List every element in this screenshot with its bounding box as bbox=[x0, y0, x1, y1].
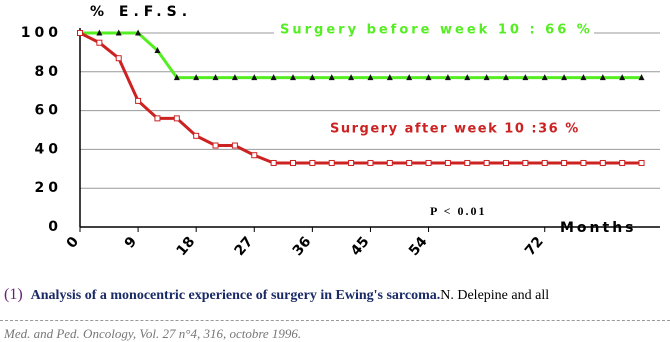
marker bbox=[154, 115, 161, 122]
authors: N. Delepine and all bbox=[440, 288, 550, 303]
x-axis-label: Months bbox=[560, 220, 637, 236]
divider bbox=[0, 320, 670, 321]
marker bbox=[96, 39, 103, 46]
marker bbox=[386, 74, 393, 81]
marker bbox=[348, 74, 355, 81]
legend-label: Surgery before week 10 : 66 % bbox=[280, 23, 593, 38]
ref: (1) bbox=[4, 286, 23, 303]
marker bbox=[561, 74, 568, 81]
legend-bg bbox=[274, 21, 594, 39]
marker bbox=[77, 30, 83, 36]
marker bbox=[135, 97, 142, 104]
x-tick-label: 45 bbox=[348, 234, 373, 259]
marker bbox=[483, 159, 490, 166]
marker bbox=[638, 74, 645, 81]
annotation: P < 0.01 bbox=[430, 204, 487, 218]
marker bbox=[193, 132, 200, 139]
marker bbox=[212, 142, 219, 149]
marker bbox=[425, 159, 432, 166]
marker bbox=[115, 55, 122, 62]
marker bbox=[541, 74, 548, 81]
marker bbox=[367, 159, 374, 166]
marker bbox=[619, 74, 626, 81]
y-tick-label: 60 bbox=[35, 103, 62, 119]
marker bbox=[193, 74, 200, 81]
y-tick-label: 0 bbox=[48, 219, 62, 235]
marker bbox=[619, 159, 626, 166]
marker bbox=[251, 152, 258, 159]
marker bbox=[231, 142, 238, 149]
marker bbox=[154, 46, 161, 53]
marker bbox=[135, 29, 142, 36]
marker bbox=[309, 74, 316, 81]
marker bbox=[173, 74, 180, 81]
chart: % E.F.S. Months 0 20 40 60 80 100 0 9 18 27 36 45 54… bbox=[21, 4, 660, 259]
x-tick-label: 36 bbox=[290, 234, 315, 259]
marker bbox=[367, 74, 374, 81]
y-tick-label: 20 bbox=[35, 180, 62, 196]
x-tick-label: 0 bbox=[64, 234, 83, 252]
marker bbox=[580, 159, 587, 166]
x-tick-label: 9 bbox=[122, 234, 141, 252]
marker bbox=[406, 74, 413, 81]
marker bbox=[464, 74, 471, 81]
marker bbox=[406, 159, 413, 166]
x-tick-label: 72 bbox=[522, 234, 547, 259]
marker bbox=[425, 74, 432, 81]
marker bbox=[270, 74, 277, 81]
marker bbox=[444, 74, 451, 81]
series-line bbox=[80, 31, 642, 80]
footer-line: (1) Analysis of a monocentric experience … bbox=[4, 286, 549, 304]
citation: Med. and Ped. Oncology, Vol. 27 n°4, 316… bbox=[4, 326, 302, 341]
marker bbox=[231, 74, 238, 81]
marker bbox=[503, 74, 509, 81]
y-tick-label: 80 bbox=[35, 64, 62, 80]
marker bbox=[96, 29, 103, 36]
marker bbox=[561, 159, 568, 166]
marker bbox=[251, 74, 258, 81]
marker bbox=[522, 74, 529, 81]
marker bbox=[541, 159, 548, 166]
y-axis-label: % E.F.S. bbox=[90, 4, 192, 20]
marker bbox=[290, 74, 296, 81]
marker bbox=[173, 115, 180, 122]
paper-title: Analysis of a monocentric experience of … bbox=[30, 288, 441, 303]
legend-label: Surgery after week 10 :36 % bbox=[330, 122, 580, 137]
marker bbox=[328, 159, 335, 166]
y-tick-label: 40 bbox=[35, 141, 62, 157]
marker bbox=[309, 159, 316, 166]
marker bbox=[464, 159, 471, 166]
marker bbox=[270, 159, 277, 166]
marker bbox=[580, 74, 587, 81]
marker bbox=[115, 29, 122, 36]
series-line bbox=[79, 31, 642, 165]
marker bbox=[483, 74, 490, 81]
marker bbox=[503, 159, 509, 166]
y-tick-label: 100 bbox=[21, 25, 62, 41]
x-tick-label: 18 bbox=[174, 234, 199, 259]
marker bbox=[348, 159, 355, 166]
marker bbox=[599, 74, 606, 81]
x-tick-label: 27 bbox=[232, 234, 257, 259]
marker bbox=[212, 74, 219, 81]
marker bbox=[328, 74, 335, 81]
marker bbox=[444, 159, 451, 166]
marker bbox=[522, 159, 529, 166]
x-tick-label: 54 bbox=[406, 234, 431, 259]
marker bbox=[386, 159, 393, 166]
marker bbox=[599, 159, 606, 166]
legend-bg bbox=[324, 120, 644, 138]
marker bbox=[638, 159, 645, 166]
marker bbox=[290, 159, 296, 166]
